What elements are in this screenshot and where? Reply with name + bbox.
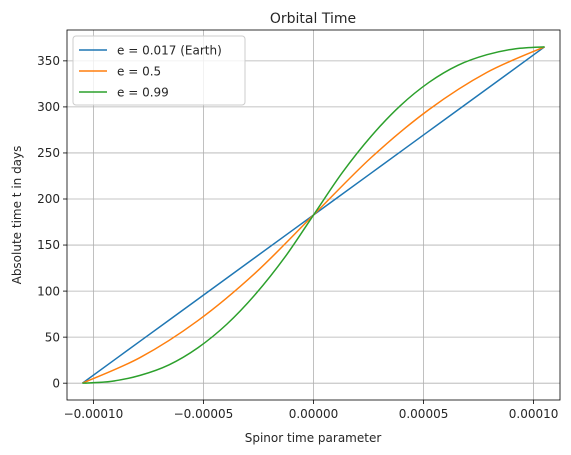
legend-label: e = 0.5 [117, 64, 161, 78]
series-line-e-0-99 [82, 46, 545, 384]
grid-lines [67, 30, 560, 400]
x-tick-label: −0.00010 [64, 407, 124, 421]
y-tick-label: 350 [37, 54, 60, 68]
y-tick-label: 100 [37, 284, 60, 298]
legend-box [72, 35, 246, 106]
legend-label: e = 0.99 [117, 85, 169, 99]
y-tick-label: 50 [45, 330, 60, 344]
x-tick-label: 0.00000 [289, 407, 339, 421]
y-tick-label: 250 [37, 146, 60, 160]
chart-title: Orbital Time [270, 11, 356, 27]
x-axis-ticks: −0.00010 −0.00005 0.00000 0.00005 0.00010 [64, 400, 559, 421]
y-axis-ticks: 0 50 100 150 200 250 300 350 [37, 54, 67, 390]
legend: e = 0.017 (Earth) e = 0.5 e = 0.99 [72, 35, 246, 106]
y-axis-label: Absolute time t in days [10, 146, 24, 285]
y-tick-label: 200 [37, 192, 60, 206]
x-tick-label: 0.00010 [509, 407, 559, 421]
x-axis-label: Spinor time parameter [245, 431, 382, 445]
legend-label: e = 0.017 (Earth) [117, 43, 222, 57]
y-tick-label: 150 [37, 238, 60, 252]
y-tick-label: 300 [37, 100, 60, 114]
y-tick-label: 0 [52, 376, 60, 390]
x-tick-label: −0.00005 [174, 407, 234, 421]
series-lines [81, 46, 546, 384]
x-tick-label: 0.00005 [399, 407, 449, 421]
